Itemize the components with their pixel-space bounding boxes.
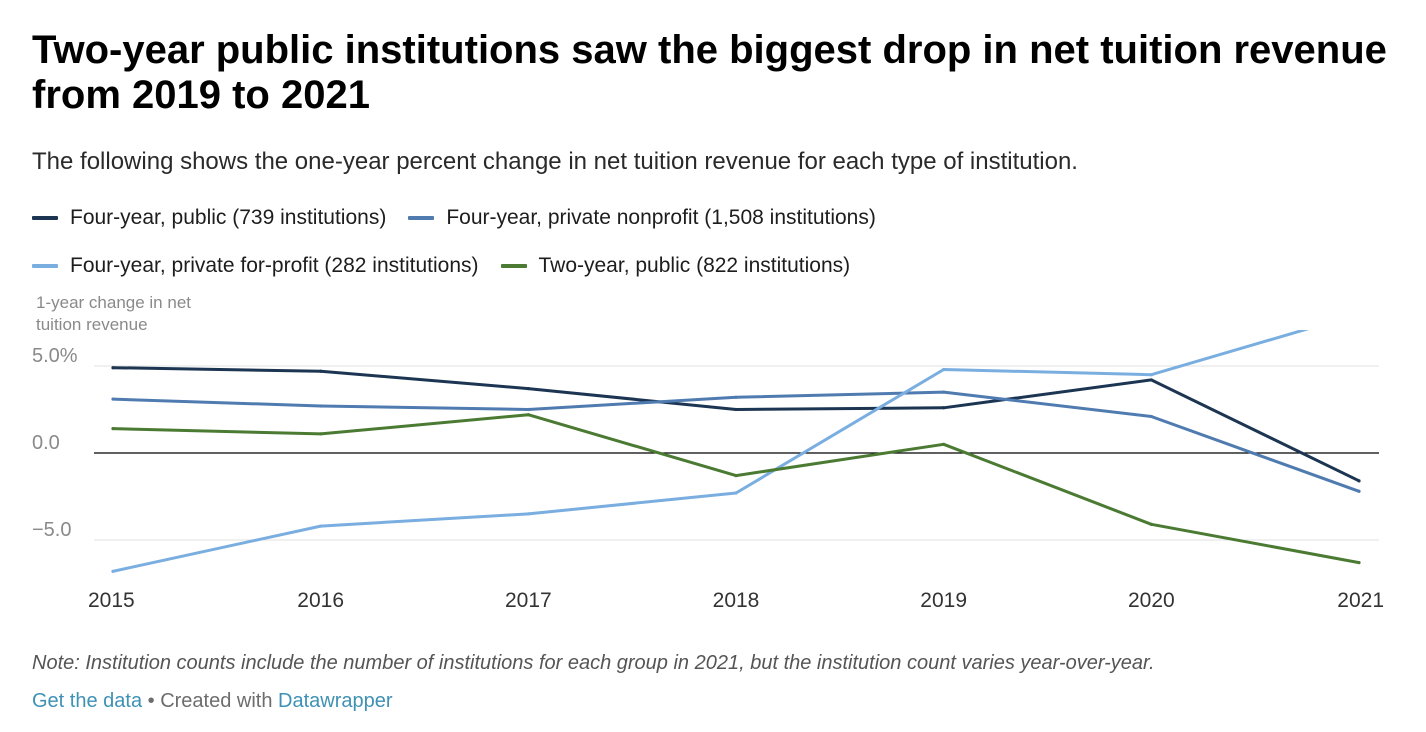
data-point <box>734 395 738 399</box>
legend-label: Four-year, private for-profit (282 insti… <box>70 254 479 277</box>
data-point <box>1149 522 1153 526</box>
data-point <box>319 404 323 408</box>
data-point <box>1357 479 1361 483</box>
data-point <box>319 524 323 528</box>
legend-swatch <box>32 264 58 268</box>
line-chart: 5.0% 0.0 −5.0 2015 2016 2017 2018 2019 2020 2021 <box>32 330 1384 612</box>
data-point <box>319 369 323 373</box>
data-point <box>526 512 530 516</box>
data-point <box>1149 414 1153 419</box>
legend-label: Four-year, private nonprofit (1,508 inst… <box>446 206 876 229</box>
data-point <box>942 442 946 446</box>
x-tick-label: 2020 <box>1128 589 1175 612</box>
x-tick-label: 2021 <box>1337 589 1384 612</box>
legend-item-four-year-public: Four-year, public (739 institutions) <box>32 206 386 230</box>
footer-separator: • Created with <box>142 690 279 712</box>
y-tick-label: 5.0% <box>32 345 78 367</box>
data-point <box>1149 373 1153 377</box>
y-tick-label: −5.0 <box>32 519 71 541</box>
chart-subtitle: The following shows the one-year percent… <box>32 148 1078 175</box>
data-point <box>111 397 115 401</box>
data-point <box>1357 489 1361 493</box>
y-axis-label: 1-year change in net tuition revenue <box>36 293 191 334</box>
x-tick-label: 2019 <box>920 589 967 612</box>
chart-note: Note: Institution counts include the num… <box>32 652 1155 674</box>
legend-row-2: Four-year, private for-profit (282 insti… <box>32 254 872 278</box>
data-point <box>526 407 530 412</box>
legend-row-1: Four-year, public (739 institutions) Fou… <box>32 206 898 230</box>
y-tick-label: 0.0 <box>32 432 60 454</box>
data-point <box>526 387 530 391</box>
x-tick-label: 2017 <box>505 589 552 612</box>
legend-label: Two-year, public (822 institutions) <box>538 254 851 277</box>
legend-item-four-year-private-nonprofit: Four-year, private nonprofit (1,508 inst… <box>408 206 876 230</box>
legend-swatch <box>500 264 527 268</box>
legend-item-two-year-public: Two-year, public (822 institutions) <box>500 254 851 278</box>
data-point <box>734 491 738 495</box>
legend-item-four-year-private-for-profit: Four-year, private for-profit (282 insti… <box>32 254 479 278</box>
data-point <box>111 366 115 370</box>
legend-label: Four-year, public (739 institutions) <box>70 206 387 229</box>
data-point <box>942 406 946 410</box>
data-point <box>734 474 738 478</box>
data-point <box>111 569 115 573</box>
datawrapper-link[interactable]: Datawrapper <box>278 690 393 712</box>
data-point <box>942 367 946 372</box>
data-point <box>1149 378 1153 382</box>
data-point <box>1357 561 1361 565</box>
x-tick-label: 2018 <box>713 589 760 612</box>
chart-title: Two-year public institutions saw the big… <box>32 28 1387 117</box>
data-point <box>526 413 530 417</box>
data-point <box>942 390 946 394</box>
data-point <box>319 432 323 436</box>
x-tick-label: 2016 <box>297 589 344 612</box>
legend-swatch <box>408 216 435 220</box>
footer: Get the data • Created with Datawrapper <box>32 690 393 713</box>
data-point <box>734 407 738 412</box>
get-the-data-link[interactable]: Get the data <box>32 690 143 712</box>
legend-swatch <box>32 216 58 220</box>
x-tick-label: 2015 <box>88 589 135 612</box>
data-point <box>111 427 115 431</box>
